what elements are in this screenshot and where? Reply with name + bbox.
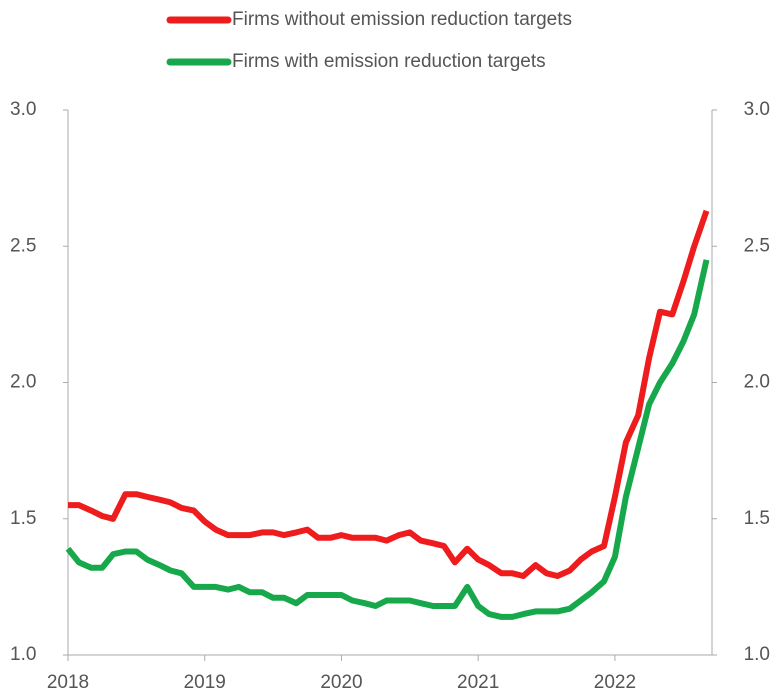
y2-tick-label: 1.0 [744, 644, 770, 665]
x-tick-label: 2018 [47, 672, 89, 693]
y-tick-label: 2.5 [10, 235, 36, 256]
y2-tick-label: 3.0 [744, 99, 770, 120]
y-tick-label: 2.0 [10, 372, 36, 393]
series-line [65, 259, 710, 620]
x-tick-label: 2021 [457, 672, 499, 693]
y-tick-label: 3.0 [10, 99, 36, 120]
y-tick-label: 1.5 [10, 508, 36, 529]
x-tick-label: 2022 [594, 672, 636, 693]
y2-tick-label: 2.0 [744, 372, 770, 393]
x-tick-label: 2020 [320, 672, 362, 693]
legend-label: Firms without emission reduction targets [232, 9, 572, 30]
x-tick-label: 2019 [184, 672, 226, 693]
legend-label: Firms with emission reduction targets [232, 51, 546, 72]
y-tick-label: 1.0 [10, 644, 36, 665]
y2-tick-label: 1.5 [744, 508, 770, 529]
series-line [68, 209, 710, 579]
y2-tick-label: 2.5 [744, 235, 770, 256]
